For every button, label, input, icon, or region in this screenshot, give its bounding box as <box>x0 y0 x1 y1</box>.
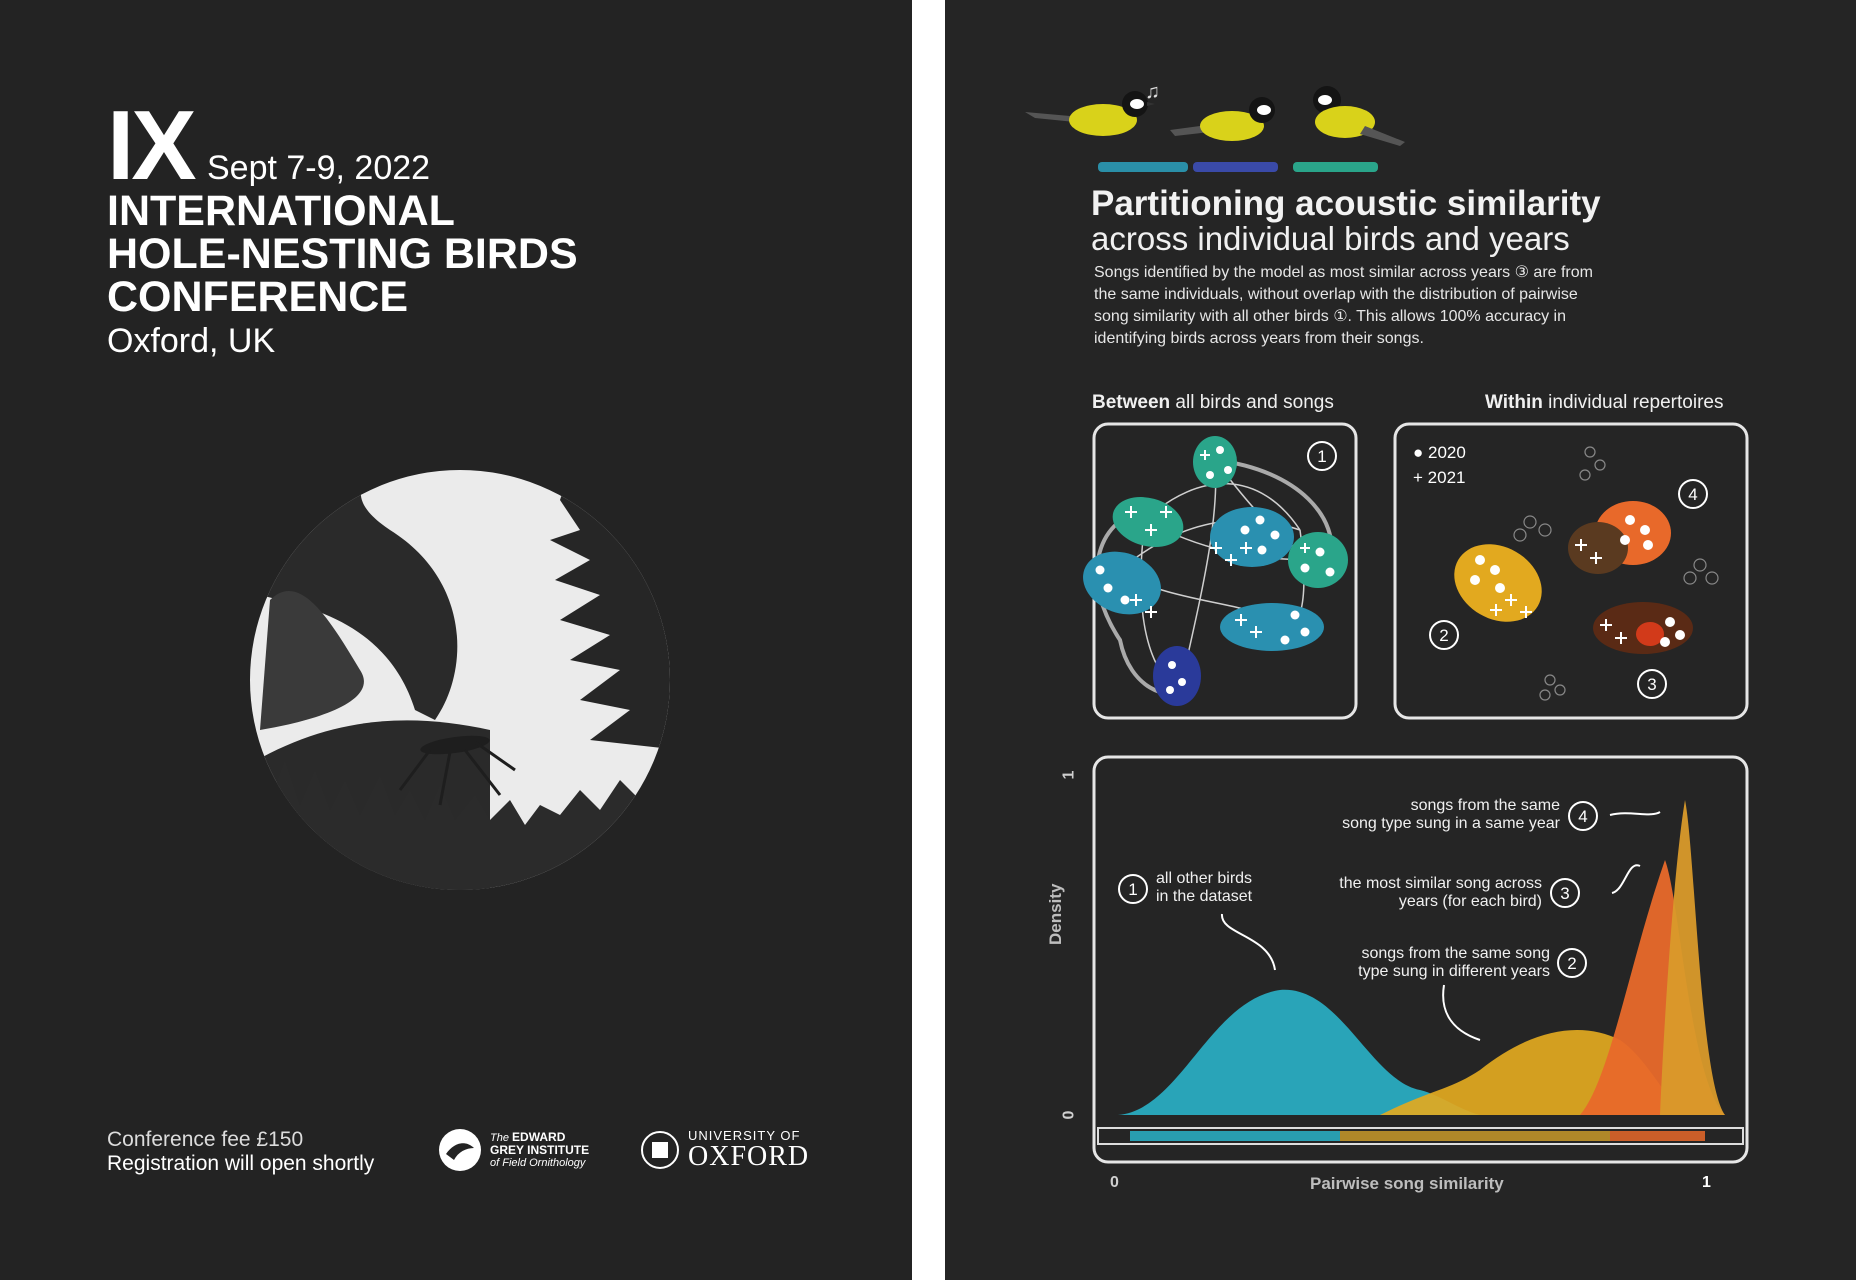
plot-badges <box>1118 801 1598 978</box>
plot-badge-2: 2 <box>1567 954 1576 973</box>
density-curves <box>1118 800 1725 1115</box>
badge-1: 1 <box>1317 447 1326 466</box>
x-left-tick: 0 <box>1110 1174 1119 1191</box>
legend-label: 2021 <box>1427 468 1466 487</box>
plot-badge-1: 1 <box>1128 880 1137 899</box>
infographic-description: Songs identified by the model as most si… <box>1094 264 1593 347</box>
registration-note: Registration will open shortly <box>107 1152 375 1175</box>
conference-poster: IX Sept 7-9, 2022 INTERNATIONAL HOLE-NES… <box>0 0 912 1280</box>
y-top-tick: 1 <box>1060 770 1078 780</box>
repertoire-clusters <box>1454 446 1719 701</box>
between-bold: Between <box>1092 392 1171 413</box>
annotation-4: songs from the same song type sung in a … <box>1290 797 1560 833</box>
annotation-line: type sung in different years <box>1358 963 1550 980</box>
within-panel <box>1393 422 1749 720</box>
within-section-label: Within individual repertoires <box>1485 392 1723 414</box>
music-note-icon: ♫ <box>1145 82 1160 103</box>
bird-icon <box>1313 86 1405 146</box>
bird-icon <box>1170 97 1275 141</box>
annotation-1: all other birds in the dataset <box>1156 870 1296 906</box>
within-badges <box>1429 479 1708 699</box>
conference-fee: Conference fee £150 <box>107 1128 304 1151</box>
dot-icon: ● <box>1413 443 1424 462</box>
egi-prefix: The <box>490 1132 509 1144</box>
bird-emblem-icon <box>439 1129 481 1171</box>
edition-number: IX <box>107 90 197 200</box>
within-bold: Within <box>1485 392 1543 413</box>
cross-icon: + <box>1413 468 1423 487</box>
fee-info: Conference fee £150 Registration will op… <box>107 1128 374 1176</box>
edward-grey-institute-logo: The EDWARD GREY INSTITUTE of Field Ornit… <box>438 1128 589 1172</box>
badge-3: 3 <box>1647 675 1656 694</box>
conference-dates: Sept 7-9, 2022 <box>207 149 431 187</box>
egi-line3: of Field Ornithology <box>490 1157 586 1169</box>
conference-title: INTERNATIONAL HOLE-NESTING BIRDS CONFERE… <box>107 190 578 319</box>
title-line: HOLE-NESTING BIRDS <box>107 230 578 278</box>
great-tits-illustration: ♫ <box>1025 82 1405 172</box>
infographic-title: Partitioning acoustic similarity <box>1091 184 1601 223</box>
x-right-tick: 1 <box>1702 1174 1711 1191</box>
plot-badge-4: 4 <box>1578 807 1587 826</box>
annotation-line: in the dataset <box>1156 888 1253 905</box>
badge-4: 4 <box>1688 485 1697 504</box>
within-rest: individual repertoires <box>1542 392 1724 413</box>
green-bar <box>1293 162 1378 172</box>
egi-line2: GREY INSTITUTE <box>490 1143 590 1157</box>
density-panel <box>1092 755 1749 1164</box>
annotation-line: years (for each bird) <box>1398 893 1542 910</box>
infographic-subtitle: across individual birds and years <box>1091 220 1570 257</box>
annotation-line: song type sung in a same year <box>1342 815 1560 832</box>
annotation-line: songs from the same <box>1410 797 1560 814</box>
cluster-dots <box>1095 446 1335 694</box>
legend-label: 2020 <box>1428 443 1466 462</box>
teal-bar <box>1098 162 1188 172</box>
cluster-crosses <box>1125 450 1310 638</box>
annotation-line: songs from the same song <box>1361 945 1550 962</box>
oxford-logo: UNIVERSITY OF OXFORD <box>640 1128 809 1171</box>
legend-item: ● 2020 <box>1413 440 1466 465</box>
annotation-line: the most similar song across <box>1339 875 1542 892</box>
y-bottom-tick: 0 <box>1060 1110 1078 1120</box>
badge-2: 2 <box>1439 626 1448 645</box>
egi-line1: EDWARD <box>512 1130 566 1144</box>
annotation-line: all other birds <box>1156 870 1253 887</box>
between-rest: all birds and songs <box>1170 392 1334 413</box>
moon-bird-illustration <box>250 470 670 890</box>
oxford-big: OXFORD <box>688 1141 810 1172</box>
similarity-strip <box>1097 1127 1744 1145</box>
y-axis-label: Density <box>1046 883 1065 945</box>
bird-icon <box>1025 91 1155 136</box>
year-legend: ● 2020 + 2021 <box>1413 440 1466 490</box>
legend-item: + 2021 <box>1413 465 1466 490</box>
title-line: INTERNATIONAL <box>107 187 455 235</box>
annotation-2: songs from the same song type sung in di… <box>1280 945 1550 981</box>
plot-badge-3: 3 <box>1560 884 1569 903</box>
annotation-arrows <box>1220 811 1661 1041</box>
between-section-label: Between all birds and songs <box>1092 392 1334 414</box>
blue-bar <box>1193 162 1278 172</box>
crest-icon <box>641 1130 679 1169</box>
conference-location: Oxford, UK <box>107 322 276 360</box>
circle-badge <box>1307 441 1337 471</box>
x-axis-label: Pairwise song similarity <box>1310 1174 1504 1193</box>
oxford-small: UNIVERSITY OF <box>688 1128 801 1143</box>
annotation-3: the most similar song across years (for … <box>1272 875 1542 911</box>
title-line: CONFERENCE <box>107 273 409 321</box>
